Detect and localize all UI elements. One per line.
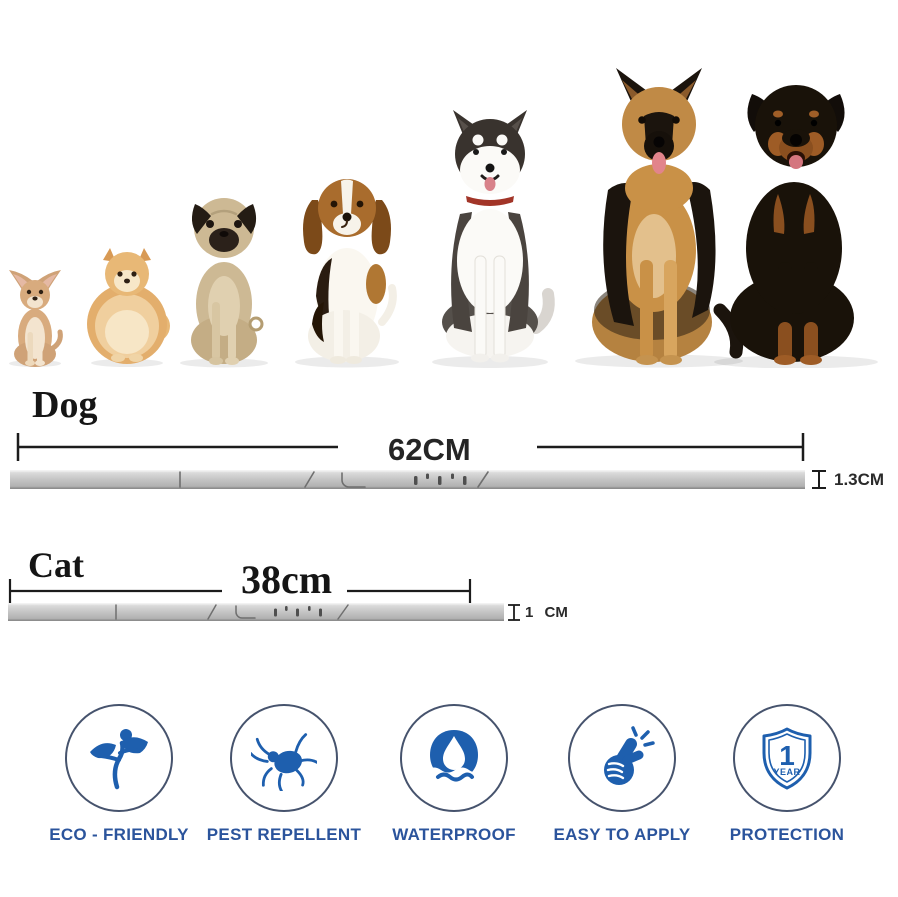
pest-repellent-icon bbox=[251, 733, 317, 791]
dog-length-value: 62CM bbox=[388, 432, 471, 467]
dog-section-label: Dog bbox=[32, 384, 98, 426]
eco-friendly-label: ECO - FRIENDLY bbox=[49, 825, 189, 844]
cat-length-measure-line bbox=[8, 579, 472, 603]
cat-collar-strip bbox=[8, 603, 504, 621]
protection-label: PROTECTION bbox=[729, 825, 845, 844]
feature-waterproof: WATERPROOF bbox=[374, 704, 534, 845]
feature-easy-to-apply: EASY TO APPLY bbox=[542, 704, 702, 845]
feature-protection: 1 YEAR PROTECTION bbox=[707, 704, 867, 845]
feature-eco-friendly: ECO - FRIENDLY bbox=[39, 704, 199, 845]
protection-shield-unit: YEAR bbox=[773, 767, 800, 777]
pest-repellent-label: PEST REPELLENT bbox=[206, 825, 362, 844]
feature-pest-repellent: PEST REPELLENT bbox=[204, 704, 364, 845]
dog-collar-strip bbox=[10, 470, 805, 489]
rottweiler-image bbox=[714, 85, 878, 368]
easy-to-apply-label: EASY TO APPLY bbox=[553, 825, 691, 844]
easy-to-apply-icon bbox=[604, 726, 655, 785]
dog-thickness-value: 1.3CM bbox=[834, 470, 885, 489]
pomeranian-image bbox=[87, 248, 170, 367]
protection-icon: 1 YEAR bbox=[762, 727, 812, 790]
waterproof-icon bbox=[427, 730, 483, 787]
cat-thickness-measure-icon bbox=[508, 604, 520, 621]
cat-length-value: 38cm bbox=[241, 557, 333, 602]
cat-thickness-value: 1 CM bbox=[525, 604, 568, 621]
chihuahua-image bbox=[9, 270, 63, 367]
protection-circle: 1 YEAR bbox=[733, 704, 841, 812]
dog-length-measure-line bbox=[16, 433, 805, 461]
cat-section-label: Cat bbox=[28, 545, 84, 585]
protection-shield-number: 1 bbox=[779, 740, 795, 771]
easy-to-apply-circle bbox=[568, 704, 676, 812]
pug-image bbox=[180, 198, 268, 368]
waterproof-label: WATERPROOF bbox=[392, 825, 516, 844]
beagle-image bbox=[295, 179, 399, 368]
husky-image bbox=[432, 110, 555, 368]
pest-repellent-circle bbox=[230, 704, 338, 812]
dog-thickness-measure-icon bbox=[812, 470, 826, 489]
dog-size-lineup bbox=[0, 0, 898, 370]
eco-friendly-icon bbox=[90, 729, 148, 790]
waterproof-circle bbox=[400, 704, 508, 812]
eco-friendly-circle bbox=[65, 704, 173, 812]
